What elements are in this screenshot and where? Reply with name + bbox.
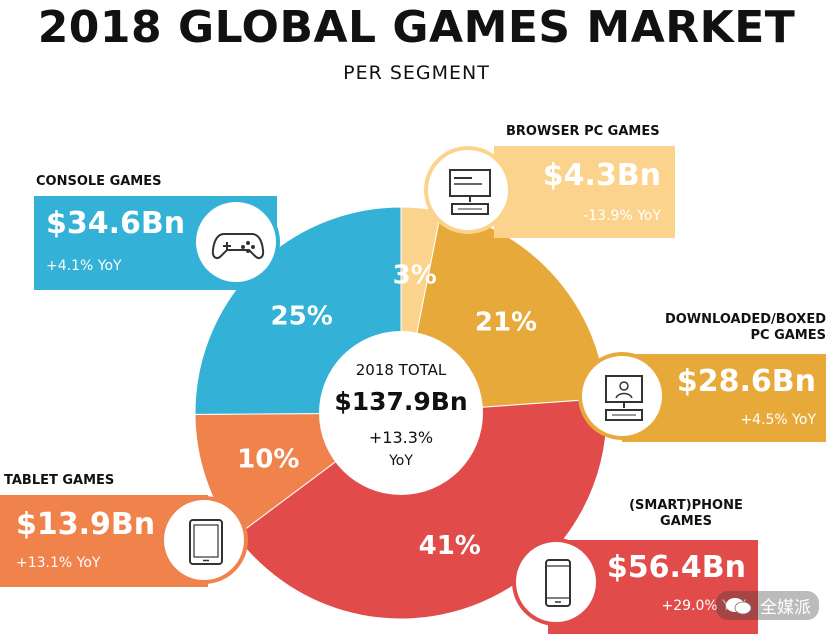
smartphone-icon [512, 538, 600, 626]
monitor-keyboard-icon [424, 146, 512, 234]
slice-percent-label-1: 21% [475, 307, 537, 337]
watermark: 全媒派 [716, 591, 819, 620]
tablet-games-value: $13.9Bn [16, 507, 156, 542]
slice-percent-label-3: 10% [237, 445, 299, 475]
downloaded-pc-games-name: DOWNLOADED/BOXED PC GAMES [602, 312, 826, 344]
browser-pc-games-value: $4.3Bn [542, 158, 661, 193]
center-hole [319, 331, 483, 495]
console-games-yoy: +4.1% YoY [46, 258, 122, 274]
phone-games-yoy: +29.0% YoY [661, 598, 746, 614]
watermark-text: 全媒派 [760, 598, 811, 618]
phone-games-name: (SMART)PHONE GAMES [612, 498, 760, 530]
center-growth-unit: YoY [388, 453, 413, 469]
phone-games-value: $56.4Bn [606, 550, 746, 585]
chart-subtitle: PER SEGMENT [343, 62, 490, 84]
downloaded-pc-games-name-line1: DOWNLOADED/BOXED [664, 312, 826, 327]
slice-percent-label-2: 41% [419, 531, 481, 561]
downloaded-pc-games-name-line2: PC GAMES [750, 328, 826, 343]
console-games-value: $34.6Bn [46, 206, 186, 241]
center-total-value: $137.9Bn [334, 387, 467, 416]
slice-percent-label-4: 25% [271, 301, 333, 331]
center-growth: +13.3% [369, 428, 433, 447]
slice-percent-label-0: 3% [393, 261, 437, 291]
console-games-name: CONSOLE GAMES [36, 174, 162, 189]
pc-icon [578, 352, 666, 440]
chart-title: 2018 GLOBAL GAMES MARKET [37, 2, 796, 53]
downloaded-pc-games-value: $28.6Bn [676, 364, 816, 399]
downloaded-pc-games-yoy: +4.5% YoY [740, 412, 816, 428]
tablet-games-yoy: +13.1% YoY [16, 555, 101, 571]
browser-pc-games-box: $4.3Bn -13.9% YoY [494, 146, 675, 238]
tablet-icon [160, 496, 248, 584]
gamepad-icon [192, 198, 280, 286]
tablet-games-name: TABLET GAMES [4, 473, 115, 488]
center-total-label: 2018 TOTAL [356, 361, 447, 379]
pie-slice-2 [235, 397, 608, 620]
phone-games-name-line1: (SMART)PHONE [629, 498, 743, 513]
browser-pc-games-name: BROWSER PC GAMES [506, 124, 660, 139]
browser-pc-games-yoy: -13.9% YoY [583, 208, 661, 224]
wechat-icon [726, 597, 752, 614]
phone-games-name-line2: GAMES [660, 514, 712, 529]
